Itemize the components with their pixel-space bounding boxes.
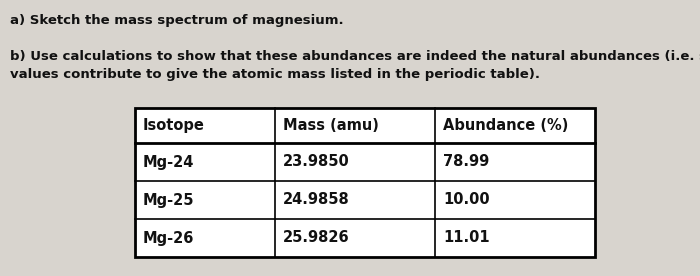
- Bar: [135, 108, 595, 257]
- Text: 24.9858: 24.9858: [283, 192, 350, 208]
- Text: 23.9850: 23.9850: [283, 155, 350, 169]
- Text: Mass (amu): Mass (amu): [283, 118, 379, 133]
- Text: values contribute to give the atomic mass listed in the periodic table).: values contribute to give the atomic mas…: [10, 68, 540, 81]
- Text: b) Use calculations to show that these abundances are indeed the natural abundan: b) Use calculations to show that these a…: [10, 50, 700, 63]
- Text: a) Sketch the mass spectrum of magnesium.: a) Sketch the mass spectrum of magnesium…: [10, 14, 344, 27]
- Text: Isotope: Isotope: [143, 118, 205, 133]
- Text: 11.01: 11.01: [443, 230, 489, 245]
- Text: Mg-25: Mg-25: [143, 192, 195, 208]
- Text: 10.00: 10.00: [443, 192, 489, 208]
- Text: Mg-26: Mg-26: [143, 230, 195, 245]
- Text: 78.99: 78.99: [443, 155, 489, 169]
- Text: Abundance (%): Abundance (%): [443, 118, 568, 133]
- Text: 25.9826: 25.9826: [283, 230, 349, 245]
- Text: Mg-24: Mg-24: [143, 155, 195, 169]
